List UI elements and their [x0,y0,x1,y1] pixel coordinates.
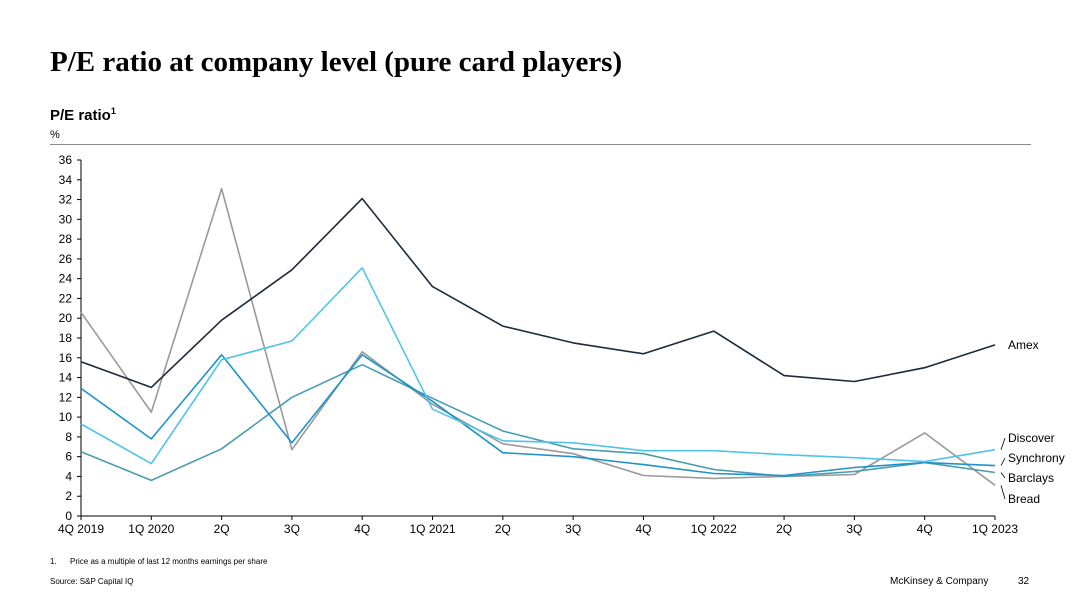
footnote-marker: 1 [110,106,116,116]
x-tick-label: 3Q [284,522,300,536]
y-tick-label: 34 [59,173,73,187]
y-tick-label: 30 [59,212,73,226]
header-divider [50,144,1031,145]
x-tick-label: 2Q [214,522,230,536]
page-title: P/E ratio at company level (pure card pl… [50,46,623,78]
y-tick-label: 20 [59,311,73,325]
footnote-text: Price as a multiple of last 12 months ea… [70,557,268,566]
x-tick-label: 4Q [635,522,651,536]
y-tick-label: 6 [65,450,72,464]
x-tick-label: 4Q [917,522,933,536]
series-label-synchrony: Synchrony [1008,451,1065,465]
y-tick-label: 26 [59,252,73,266]
series-label-discover: Discover [1008,431,1055,445]
leader-line-synchrony [1000,457,1006,466]
x-tick-label: 1Q 2023 [972,522,1018,536]
y-tick-label: 28 [59,232,73,246]
x-tick-label: 2Q [776,522,792,536]
y-tick-label: 14 [59,371,73,385]
chart-y-axis-label: P/E ratio1 [50,106,116,125]
series-line-discover [80,266,996,465]
x-tick-label: 1Q 2022 [691,522,737,536]
y-tick-label: 36 [59,153,73,167]
series-label-amex: Amex [1008,338,1039,352]
series-line-synchrony [80,353,996,477]
y-tick-label: 8 [65,430,72,444]
y-tick-label: 10 [59,410,73,424]
leader-line-discover [1000,437,1006,450]
leader-line-bread [1000,485,1006,500]
y-tick-label: 0 [65,509,72,523]
footnote-number: 1. [50,557,57,566]
x-tick-label: 3Q [565,522,581,536]
brand-label: McKinsey & Company [890,576,989,587]
leader-line-barclays [1000,472,1006,479]
x-tick-label: 4Q [354,522,370,536]
page-number: 32 [1018,576,1030,587]
y-tick-label: 4 [65,469,72,483]
x-tick-label: 4Q 2019 [58,522,104,536]
x-tick-label: 3Q [846,522,862,536]
y-tick-label: 12 [59,390,73,404]
chart-unit-label: % [50,129,60,141]
x-tick-label: 1Q 2021 [410,522,456,536]
y-tick-label: 22 [59,291,73,305]
series-line-barclays [80,363,996,482]
series-line-amex [80,197,996,389]
x-tick-label: 1Q 2020 [128,522,174,536]
footnote: 1. Price as a multiple of last 12 months … [50,557,267,566]
series-label-barclays: Barclays [1008,471,1054,485]
y-tick-label: 2 [65,489,72,503]
series-line-bread [80,187,996,486]
y-tick-label: 32 [59,193,73,207]
y-tick-label: 24 [59,272,73,286]
y-tick-label: 16 [59,351,73,365]
y-tick-label: 18 [59,331,73,345]
x-tick-label: 2Q [495,522,511,536]
source-note: Source: S&P Capital IQ [50,577,134,586]
y-axis-label-text: P/E ratio [50,107,111,124]
series-label-bread: Bread [1008,492,1040,506]
